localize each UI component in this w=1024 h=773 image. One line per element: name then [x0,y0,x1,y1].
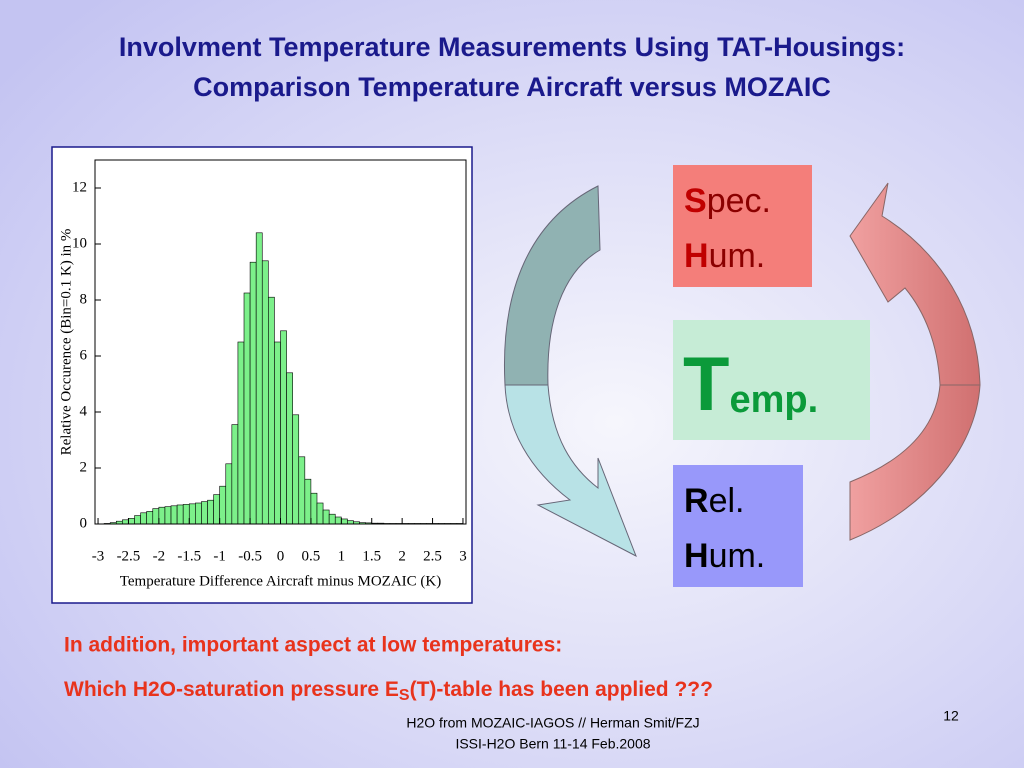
bar [316,502,324,525]
rest: el. [709,482,745,520]
bar [128,518,135,525]
bar [152,508,160,525]
x-tick-label: -1 [213,548,226,564]
y-tick-label: 10 [72,235,87,251]
box [673,165,812,287]
page-number: 12 [943,708,959,724]
x-tick-label: -3 [92,548,105,564]
x-tick-label: -2.5 [117,548,141,564]
x-tick-label: 0 [277,548,285,564]
bar [322,509,330,525]
bar [164,506,172,525]
bar [188,503,196,525]
box-label: Temp. [683,342,818,427]
title: Comparison Temperature Aircraft versus M… [193,72,831,102]
x-tick-label: -2 [153,548,166,564]
box-label: Hum. [684,537,765,575]
rest: um. [709,537,766,575]
bar [201,501,208,525]
initial: H [684,537,709,575]
note-text: Which H2O-saturation pressure E [64,678,399,701]
arrow [849,384,981,541]
y-tick-label: 0 [80,515,88,531]
box-label: Hum. [684,237,765,275]
x-tick-label: 3 [459,548,467,564]
bar [225,463,233,525]
footer: H2O from MOZAIC-IAGOS // Herman Smit/FZJ [406,715,699,731]
x-tick-label: 0.5 [302,548,321,564]
bar [176,504,184,525]
bar [158,506,166,525]
bar [268,296,275,525]
bar [231,424,239,525]
bar [122,519,129,525]
title: Involvment Temperature Measurements Usin… [119,32,905,62]
bar [213,494,220,525]
y-tick-label: 4 [80,403,88,419]
bar [237,341,245,525]
bar [334,516,342,525]
chart: 0 2 4 6 8 10 12 -3 -2.5 -2 -1.5 -1 -0.5 0 0.5 1 1.5 2 2.5 3… [58,159,467,589]
bar [207,499,214,525]
y-tick-label: 12 [72,179,87,195]
arrow [504,384,637,558]
bar [146,511,154,525]
bar [261,260,269,525]
arrow [849,182,981,386]
bar [341,518,348,525]
bar [347,520,354,525]
x-tick-label: 1.5 [362,548,381,564]
bar [219,485,227,525]
x-axis-label: Temperature Difference Aircraft minus MO… [120,573,441,589]
box [673,465,803,587]
bar [140,512,147,525]
initial: S [684,182,707,220]
bar [274,341,281,525]
x-tick-label: 1 [338,548,346,564]
subscript: S [399,687,410,704]
bar [304,478,312,525]
bar [170,505,178,525]
x-tick-label: -1.5 [177,548,201,564]
rest: pec. [707,182,771,220]
initial: R [684,482,709,520]
note: In addition, important aspect at low tem… [64,634,562,657]
bar [243,292,251,525]
initial: H [684,237,709,275]
initial: T [683,342,729,427]
bar [182,504,190,525]
note-text: (T)-table has been applied ??? [410,678,713,701]
footer: ISSI-H2O Bern 11-14 Feb.2008 [455,736,650,752]
box-label: Rel. [684,482,744,520]
x-tick-label: 2.5 [423,548,442,564]
y-tick-label: 6 [80,347,88,363]
rest: um. [709,237,766,275]
rest: emp. [729,379,818,421]
bar [255,232,263,525]
x-tick-label: 2 [398,548,406,564]
bar [292,414,300,525]
bar [195,502,202,525]
y-axis-label: Relative Occurence (Bin=0.1 K) in % [58,229,74,456]
bar [280,330,287,525]
bar [328,513,336,525]
y-tick-label: 2 [80,459,88,475]
x-tick-label: -0.5 [238,548,262,564]
bar [310,492,318,525]
box-label: Spec. [684,182,771,220]
bar [286,372,293,525]
box [673,320,870,440]
note: Which H2O-saturation pressure ES(T)-tabl… [64,678,713,705]
y-tick-label: 8 [80,291,88,307]
bar [298,456,306,525]
bar [249,261,257,525]
bar [134,515,141,525]
